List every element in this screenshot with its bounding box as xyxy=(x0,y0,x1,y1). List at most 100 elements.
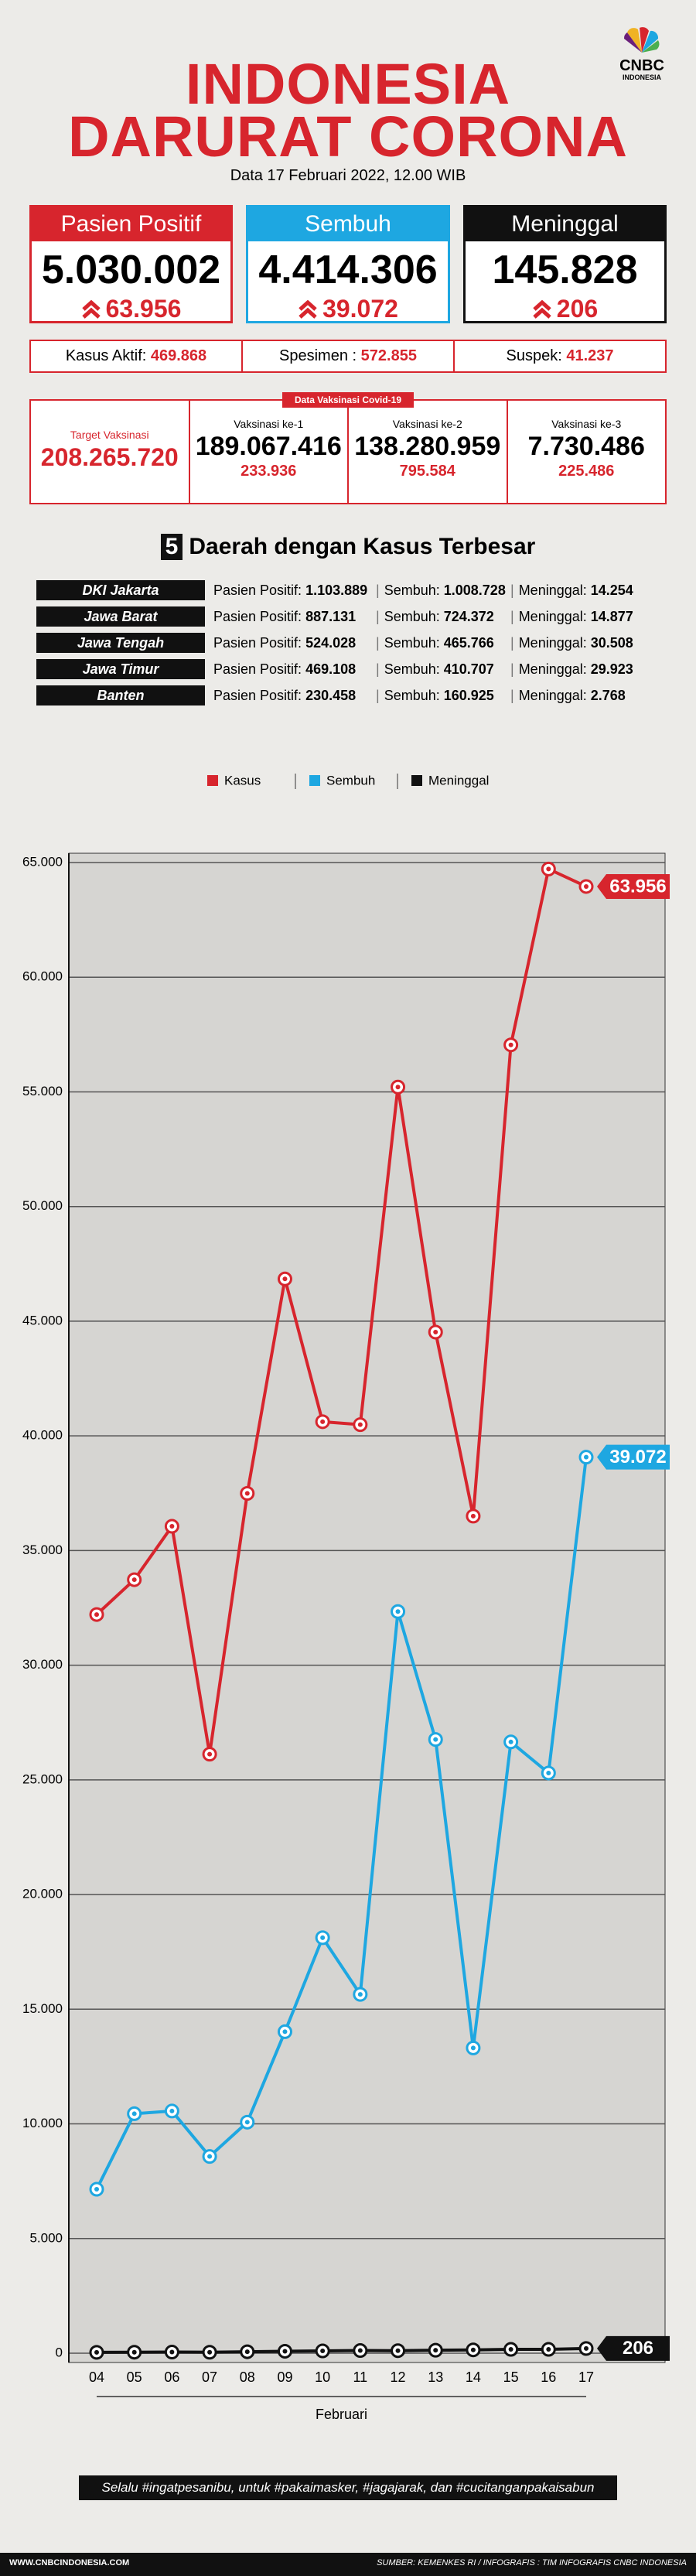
legend-label: Kasus xyxy=(224,773,261,787)
region-label: Pasien Positif: xyxy=(213,609,302,624)
stat-label: Kasus Aktif: xyxy=(65,347,147,364)
x-tick-label: 17 xyxy=(578,2369,594,2385)
point-center xyxy=(508,1739,513,1744)
point-center xyxy=(546,1770,551,1775)
point-center xyxy=(169,2349,175,2355)
date: Data 17 Februari 2022, 12.00 WIB xyxy=(230,167,466,184)
region-row: DKI Jakarta Pasien Positif: 1.103.889 | Sem… xyxy=(36,580,670,600)
x-tick-label: 13 xyxy=(428,2369,443,2385)
card-change: 39.072 xyxy=(322,295,398,323)
vax-label: Vaksinasi ke-3 xyxy=(551,418,622,430)
region-cell: | Meninggal: 29.923 xyxy=(510,659,633,679)
point-center xyxy=(131,2349,137,2355)
point-center xyxy=(320,2349,326,2354)
end-label: 39.072 xyxy=(609,1447,666,1467)
separator: | xyxy=(510,635,514,651)
point-center xyxy=(244,2349,250,2355)
separator: | xyxy=(510,609,514,624)
point-center xyxy=(94,2349,99,2355)
website: WWW.CNBCINDONESIA.COM xyxy=(9,2558,130,2567)
x-tick-label: 05 xyxy=(127,2369,142,2385)
point-center xyxy=(169,1524,175,1529)
stat-value: 469.868 xyxy=(150,347,207,364)
region-label: Meninggal: xyxy=(518,661,587,677)
point-center xyxy=(131,2111,137,2116)
vax-change: 795.584 xyxy=(399,463,455,480)
region-label: Meninggal: xyxy=(518,688,587,703)
separator: | xyxy=(510,583,514,598)
stat: Suspek: 41.237 xyxy=(455,341,665,371)
vax-value: 189.067.416 xyxy=(195,432,342,461)
card-change-wrap: 206 xyxy=(466,296,664,322)
point-center xyxy=(470,2045,476,2051)
region-row: Jawa Barat Pasien Positif: 887.131 | Sembuh… xyxy=(36,606,670,627)
region-label: Pasien Positif: xyxy=(213,583,302,598)
x-tick-label: 08 xyxy=(240,2369,255,2385)
region-label: Pasien Positif: xyxy=(213,688,302,703)
region-row: Jawa Tengah Pasien Positif: 524.028 | Sembu… xyxy=(36,633,670,653)
region-name: DKI Jakarta xyxy=(36,580,205,600)
logo-icon xyxy=(623,27,660,53)
point-center xyxy=(131,1577,137,1583)
x-axis-label: Februari xyxy=(316,2407,367,2422)
vaccination-box: Target Vaksinasi 208.265.720 Vaksinasi ke… xyxy=(29,399,667,504)
y-tick-label: 30.000 xyxy=(22,1657,63,1672)
x-tick-label: 04 xyxy=(89,2369,104,2385)
point-center xyxy=(546,2347,551,2352)
y-tick-label: 55.000 xyxy=(22,1084,63,1098)
vax-value: 7.730.486 xyxy=(527,432,645,461)
point-center xyxy=(357,1992,363,1997)
legend-swatch xyxy=(309,775,320,786)
title-line: INDONESIA xyxy=(185,52,511,116)
point-center xyxy=(433,1737,438,1742)
region-cell: | Meninggal: 30.508 xyxy=(510,633,633,653)
point-center xyxy=(433,1329,438,1334)
vax-dose: Vaksinasi ke-3 7.730.486 225.486 xyxy=(508,401,666,503)
y-tick-label: 20.000 xyxy=(22,1887,63,1901)
stat-label: Spesimen : xyxy=(279,347,357,364)
point-center xyxy=(207,2349,213,2355)
card-value: 145.828 xyxy=(492,248,638,292)
separator: | xyxy=(376,609,380,624)
region-cell: Pasien Positif: 1.103.889 xyxy=(213,580,367,600)
stat-value: 572.855 xyxy=(360,347,417,364)
region-cell: | Sembuh: 724.372 xyxy=(376,606,494,627)
up-icon xyxy=(299,299,317,319)
region-cell: | Meninggal: 14.254 xyxy=(510,580,633,600)
point-center xyxy=(508,2347,513,2352)
region-name: Jawa Tengah xyxy=(36,633,205,653)
region-cell: | Meninggal: 14.877 xyxy=(510,606,633,627)
region-label: Sembuh: xyxy=(384,688,440,703)
separator: | xyxy=(376,635,380,651)
point-center xyxy=(282,1276,288,1282)
region-value: 724.372 xyxy=(443,609,494,624)
legend-swatch xyxy=(207,775,218,786)
point-center xyxy=(584,883,589,889)
card: Meninggal 145.828 206 xyxy=(463,205,667,323)
vax-label: Target Vaksinasi xyxy=(70,429,149,441)
stat: Kasus Aktif: 469.868 xyxy=(31,341,243,371)
region-value: 887.131 xyxy=(305,609,357,624)
region-value: 14.877 xyxy=(590,609,633,624)
region-value: 465.766 xyxy=(443,635,494,651)
vax-label: Vaksinasi ke-2 xyxy=(392,418,462,430)
point-center xyxy=(470,1513,476,1519)
region-label: Sembuh: xyxy=(384,609,440,624)
slogan: Selalu #ingatpesanibu, untuk #pakaimaske… xyxy=(79,2475,617,2500)
point-center xyxy=(470,2347,476,2352)
region-label: Sembuh: xyxy=(384,583,440,598)
regions-number: 5 xyxy=(160,534,183,560)
card-change-wrap: 39.072 xyxy=(248,296,448,322)
chart: 0 5.000 10.000 15.000 20.000 25.000 30.000 35.0… xyxy=(22,773,670,2422)
region-label: Meninggal: xyxy=(518,609,587,624)
point-center xyxy=(357,1422,363,1427)
card-value: 5.030.002 xyxy=(41,248,221,292)
vax-target: Target Vaksinasi 208.265.720 xyxy=(31,401,190,503)
card-label: Meninggal xyxy=(466,207,664,241)
region-cell: Pasien Positif: 230.458 xyxy=(213,685,356,705)
point-center xyxy=(395,1609,401,1614)
point-center xyxy=(282,2029,288,2034)
separator: | xyxy=(510,688,514,703)
end-label-bg xyxy=(597,873,670,899)
